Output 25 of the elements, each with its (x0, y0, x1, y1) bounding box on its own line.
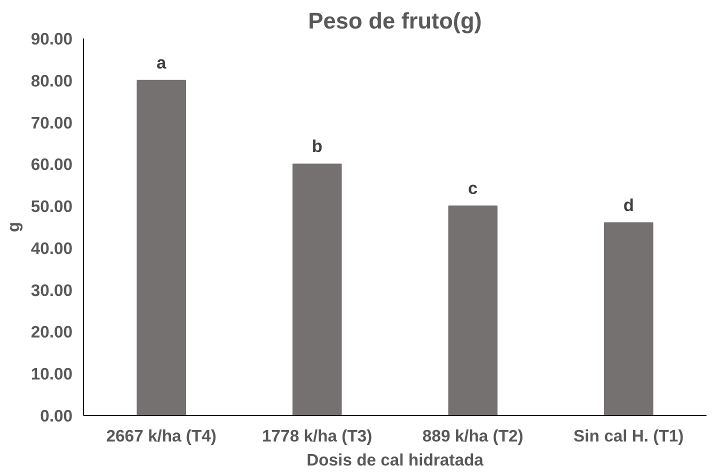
x-tick-label: 2667 k/ha (T4) (106, 426, 216, 446)
y-axis-title: g (4, 222, 23, 232)
annotation: d (623, 194, 634, 215)
y-tick-label: 0.00 (40, 406, 73, 426)
annotation: b (312, 136, 322, 156)
x-tick-label: 889 k/ha (T2) (422, 426, 524, 446)
y-tick-label: 40.00 (30, 238, 73, 258)
y-tick-label: 60.00 (30, 155, 73, 174)
y-tick-label: 10.00 (30, 364, 73, 384)
y-tick-label: 70.00 (30, 113, 73, 132)
y-tick-label: 20.00 (30, 322, 73, 342)
bar (604, 222, 654, 416)
annotation: c (468, 178, 478, 198)
bar (292, 164, 342, 416)
x-axis-title: Dosis de cal hidratada (306, 450, 484, 470)
bar (136, 80, 186, 416)
chart-title: Peso de fruto(g) (308, 8, 482, 34)
y-tick-label: 90.00 (30, 30, 73, 48)
x-tick-label: Sin cal H. (T1) (574, 426, 684, 446)
y-tick-label: 80.00 (30, 71, 73, 90)
bar (448, 206, 498, 416)
annotation: a (156, 52, 167, 72)
x-tick-label: 1778 k/ha (T3) (262, 426, 372, 446)
y-tick-label: 50.00 (30, 197, 73, 216)
y-tick-label: 30.00 (30, 280, 73, 300)
